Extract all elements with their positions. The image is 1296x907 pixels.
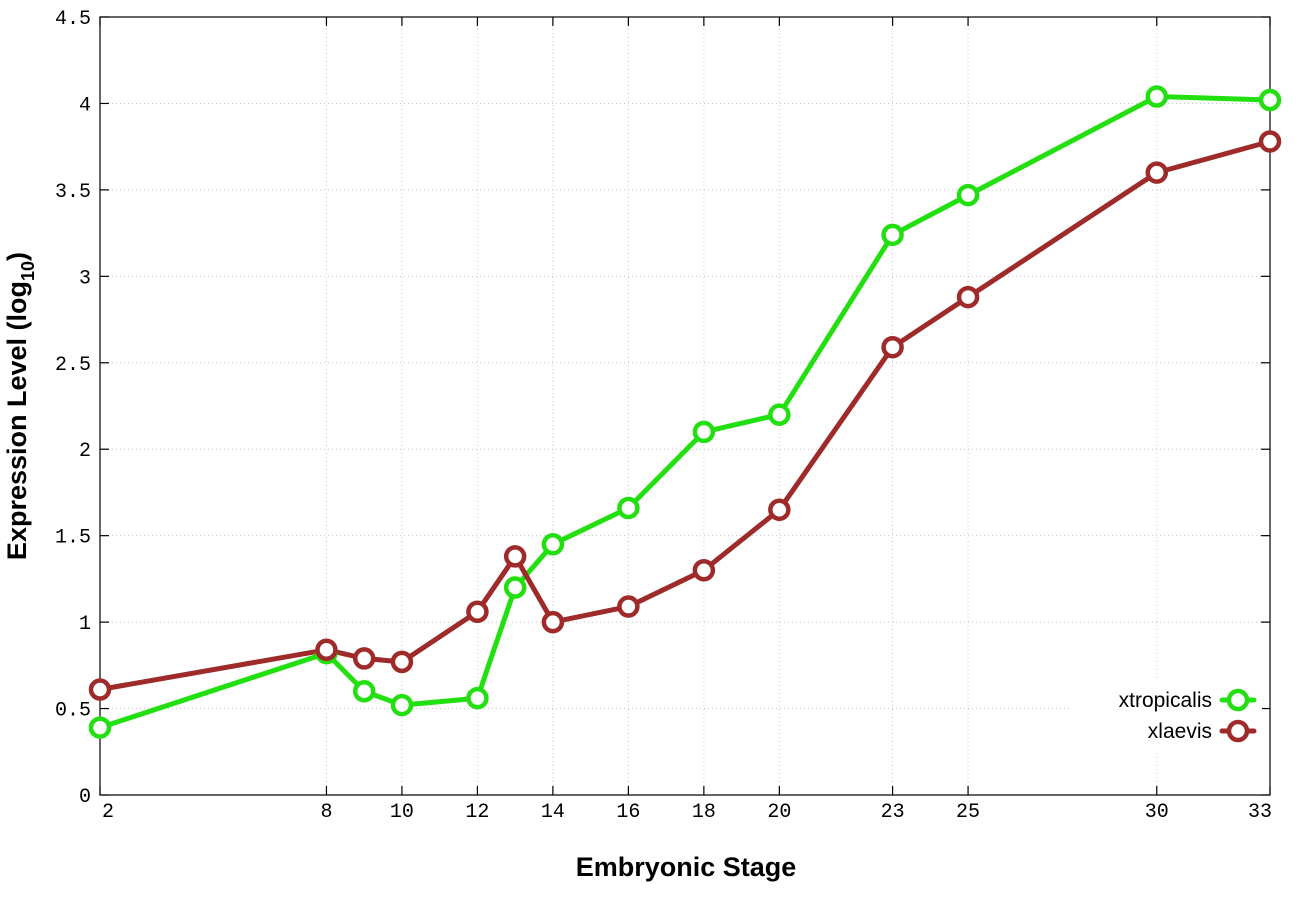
x-tick-label: 18 [692,801,716,824]
x-tick-label: 14 [541,801,565,824]
data-point-xtropicalis [503,576,527,599]
data-point-xlaevis [503,545,527,568]
data-point-xlaevis [956,285,980,309]
data-point-xtropicalis [768,403,791,426]
y-axis-tick-labels: 0 0.5 1 1.5 2 2.5 3 3.5 4 4.5 [55,8,91,809]
data-point-xlaevis [692,558,716,582]
y-tick-label: 3 [79,267,91,290]
y-axis-title-suffix: ) [2,252,32,261]
data-point-xtropicalis [617,496,640,520]
x-tick-label: 33 [1248,801,1272,824]
y-tick-label: 2.5 [55,354,91,377]
data-point-xlaevis [1258,130,1282,153]
data-point-xtropicalis [881,223,904,247]
data-point-xlaevis [466,600,489,623]
y-tick-label: 0.5 [55,700,91,723]
x-tick-label: 12 [465,801,489,824]
y-tick-label: 1.5 [55,527,91,550]
legend: xtropicalis xlaevis [1072,680,1262,750]
legend-marker-xlaevis [1226,719,1250,743]
y-axis-title-main: Expression Level (log [2,281,32,560]
legend-marker-xtropicalis [1226,688,1250,712]
x-axis-title: Embryonic Stage [576,852,797,882]
plot-area-frame [99,16,1271,796]
x-tick-label: 10 [390,801,414,824]
x-tick-label: 20 [767,801,791,824]
data-point-xtropicalis [1145,85,1169,108]
legend-label-xtropicalis: xtropicalis [1119,689,1212,712]
data-point-xlaevis [541,610,565,634]
data-point-xtropicalis [352,680,376,703]
data-point-xlaevis [881,335,904,359]
y-tick-label: 0 [79,786,91,809]
x-tick-label: 2 [102,801,114,824]
data-point-xlaevis [390,650,414,674]
series-layer [88,85,1282,739]
x-tick-label: 16 [616,801,640,824]
y-tick-label: 4 [79,94,91,117]
x-tick-label: 8 [320,801,332,824]
data-point-xtropicalis [1258,88,1282,112]
data-point-xlaevis [88,678,112,701]
data-point-xtropicalis [390,693,414,717]
x-tick-label: 25 [956,801,980,824]
data-point-xlaevis [352,647,376,670]
x-axis-tick-labels: 2 8 10 12 14 16 18 20 23 25 30 33 [102,801,1272,824]
axis-ticks [99,16,1271,796]
data-point-xtropicalis [466,686,489,710]
data-point-xlaevis [1145,161,1169,184]
data-point-xtropicalis [692,420,716,444]
data-point-xlaevis [617,595,640,618]
x-tick-label: 30 [1145,801,1169,824]
data-point-xlaevis [315,638,338,662]
y-tick-label: 4.5 [55,8,91,31]
legend-label-xlaevis: xlaevis [1148,720,1212,743]
y-tick-label: 3.5 [55,181,91,204]
y-tick-label: 1 [79,613,91,636]
data-point-xtropicalis [88,716,112,739]
x-tick-label: 23 [881,801,905,824]
y-axis-title-subscript: 10 [18,261,38,281]
data-point-xlaevis [768,498,791,521]
y-axis-title: Expression Level (log10) [2,252,38,560]
data-point-xtropicalis [956,183,980,207]
y-tick-label: 2 [79,440,91,463]
data-point-xtropicalis [541,533,565,556]
